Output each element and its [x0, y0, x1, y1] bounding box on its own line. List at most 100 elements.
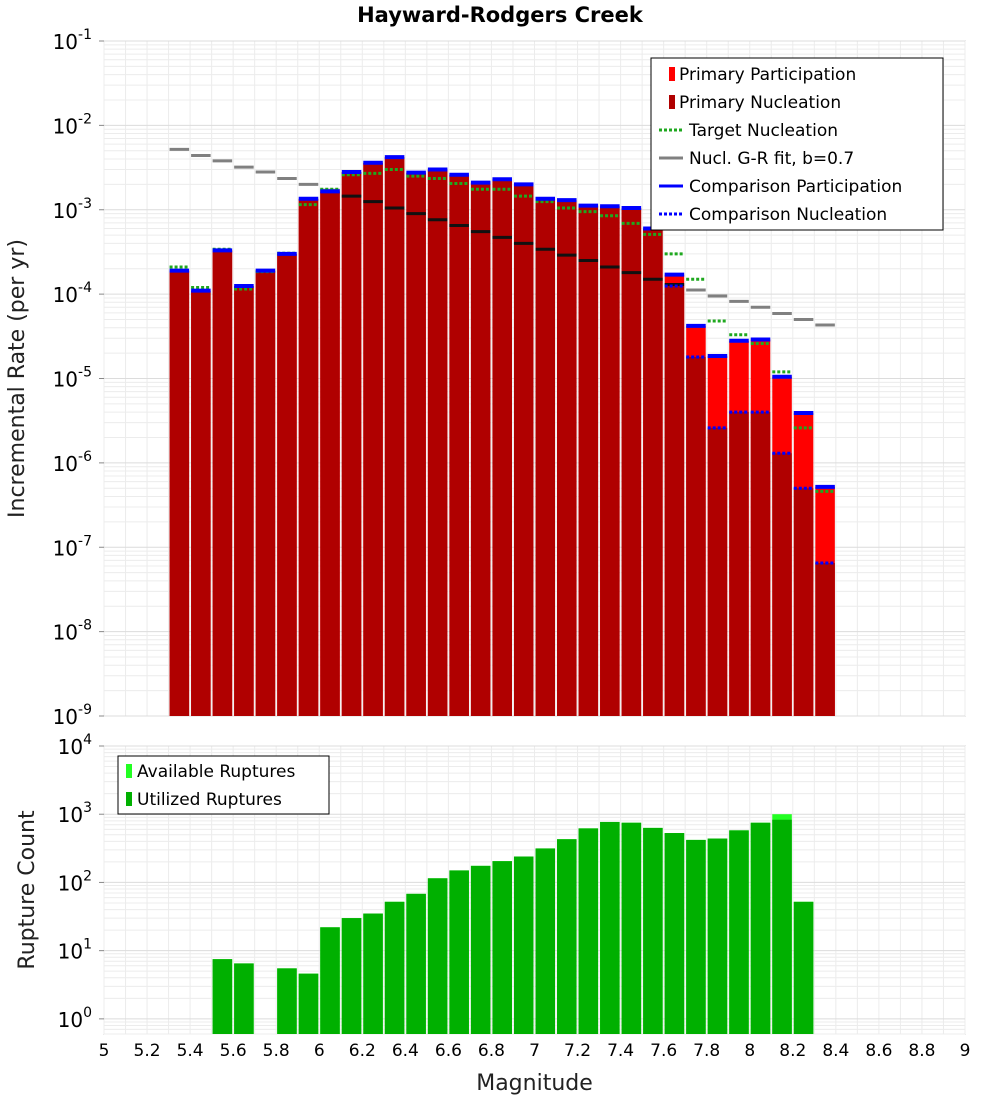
rate-legend-label: Target Nucleation: [688, 121, 838, 141]
utilized-ruptures-bar: [492, 861, 512, 1034]
x-tick-label: 5.4: [177, 1041, 204, 1061]
x-axis-label: Magnitude: [476, 1071, 593, 1096]
utilized-ruptures-bar: [686, 839, 706, 1034]
utilized-ruptures-bar: [341, 918, 362, 1034]
utilized-ruptures-bar: [729, 830, 749, 1034]
legend-swatch: [669, 95, 675, 109]
nucleation-bar: [277, 253, 297, 716]
utilized-ruptures-bar: [277, 968, 297, 1034]
utilized-ruptures-bar: [320, 927, 340, 1034]
nucleation-bar: [470, 182, 491, 716]
nucleation-bar: [772, 453, 792, 716]
utilized-ruptures-bar: [513, 856, 534, 1034]
nucleation-bar: [341, 172, 362, 716]
nucleation-bar: [320, 191, 340, 717]
rate-y-tick-label: 10-3: [53, 196, 92, 223]
legend-swatch: [669, 67, 675, 81]
x-tick-label: 8.6: [865, 1041, 892, 1061]
nucleation-bar: [578, 205, 599, 716]
x-tick-label: 7.6: [650, 1041, 677, 1061]
nucleation-bar: [191, 290, 211, 716]
rate-y-tick-label: 10-4: [53, 280, 93, 307]
utilized-ruptures-bar: [793, 901, 814, 1034]
x-tick-label: 5.6: [220, 1041, 247, 1061]
x-tick-label: 7.4: [607, 1041, 634, 1061]
rate-y-tick-label: 10-1: [53, 27, 92, 54]
utilized-ruptures-bar: [427, 878, 448, 1034]
x-tick-label: 5.2: [134, 1041, 161, 1061]
nucleation-bar: [492, 179, 512, 716]
x-tick-label: 7: [529, 1041, 540, 1061]
count-y-tick-label: 102: [58, 868, 92, 895]
nucleation-bar: [664, 285, 685, 716]
utilized-ruptures-bar: [750, 822, 771, 1034]
nucleation-bar: [449, 174, 469, 716]
x-tick-label: 6.4: [392, 1041, 419, 1061]
count-y-tick-label: 100: [58, 1005, 92, 1032]
count-legend: Available Ruptures Utilized Ruptures: [117, 755, 330, 815]
utilized-ruptures-bar: [384, 901, 405, 1034]
utilized-ruptures-bar: [772, 819, 792, 1034]
nucleation-bar: [815, 563, 835, 716]
count-legend-label: Utilized Ruptures: [137, 790, 282, 810]
x-tick-label: 6.8: [478, 1041, 505, 1061]
rate-legend-label: Comparison Participation: [689, 177, 902, 197]
nucleation-bar: [406, 172, 426, 717]
x-tick-label: 6: [314, 1041, 325, 1061]
nucleation-bar: [707, 427, 728, 716]
count-bars: [212, 814, 814, 1034]
nucleation-bar: [169, 270, 190, 716]
count-y-ticks: 100 101 102 103 104: [58, 732, 104, 1032]
utilized-ruptures-bar: [212, 959, 233, 1034]
rate-y-tick-label: 10-6: [53, 449, 93, 476]
rate-legend-label: Comparison Nucleation: [689, 205, 887, 225]
nucleation-bar: [384, 157, 405, 717]
rate-legend-label: Nucl. G-R fit, b=0.7: [689, 149, 854, 169]
rate-y-axis-label: Incremental Rate (per yr): [5, 239, 30, 518]
count-panel: 100 101 102 103 104 5 5.2 5.4 5.6 5.8 6 6.2 6.4 6.6 6…: [15, 732, 970, 1096]
count-y-tick-label: 101: [58, 937, 92, 964]
rate-bars: [169, 157, 835, 717]
count-y-tick-label: 104: [58, 732, 92, 759]
rate-y-tick-label: 10-5: [53, 365, 92, 392]
x-tick-label: 5.8: [263, 1041, 290, 1061]
count-legend-box: [117, 755, 330, 815]
rate-y-tick-label: 10-8: [53, 618, 92, 645]
count-y-tick-label: 103: [58, 800, 92, 827]
nucleation-bar: [557, 200, 577, 716]
rate-y-tick-label: 10-9: [53, 702, 92, 729]
utilized-ruptures-bar: [363, 913, 383, 1034]
nucleation-bar: [513, 184, 534, 717]
x-tick-label: 6.2: [349, 1041, 376, 1061]
nucleation-bar: [212, 250, 233, 717]
nucleation-bar: [427, 169, 448, 716]
x-tick-label: 5: [99, 1041, 110, 1061]
rate-legend: Primary Participation Primary Nucleation T…: [650, 57, 944, 231]
x-tick-label: 7.8: [693, 1041, 720, 1061]
nucleation-bar: [363, 162, 383, 716]
nucleation-bar: [793, 488, 814, 716]
utilized-ruptures-bar: [557, 839, 577, 1034]
utilized-ruptures-bar: [600, 821, 620, 1034]
x-tick-label: 8.2: [779, 1041, 806, 1061]
legend-swatch: [126, 792, 132, 806]
rate-y-tick-label: 10-2: [53, 111, 92, 138]
utilized-ruptures-bar: [298, 973, 319, 1034]
nucleation-bar: [234, 285, 254, 716]
nucleation-bar: [298, 198, 319, 717]
nucleation-bar: [255, 270, 276, 716]
x-tick-label: 8.8: [908, 1041, 935, 1061]
rate-panel: 10-9 10-8 10-7 10-6 10-5 10-4 10-3 10-2 10-1 Pri…: [5, 27, 966, 729]
utilized-ruptures-bar: [449, 870, 469, 1034]
utilized-ruptures-bar: [535, 848, 556, 1034]
utilized-ruptures-bar: [406, 893, 426, 1034]
rate-y-tick-label: 10-7: [53, 533, 92, 560]
utilized-ruptures-bar: [470, 865, 491, 1034]
x-ticks: 5 5.2 5.4 5.6 5.8 6 6.2 6.4 6.6 6.8 7 7.2 7.4 7.6 7.8 8…: [99, 1041, 971, 1061]
utilized-ruptures-bar: [707, 838, 728, 1034]
utilized-ruptures-bar: [578, 828, 599, 1034]
rate-line-marks: [169, 147, 835, 565]
rate-legend-label: Primary Participation: [679, 65, 856, 85]
